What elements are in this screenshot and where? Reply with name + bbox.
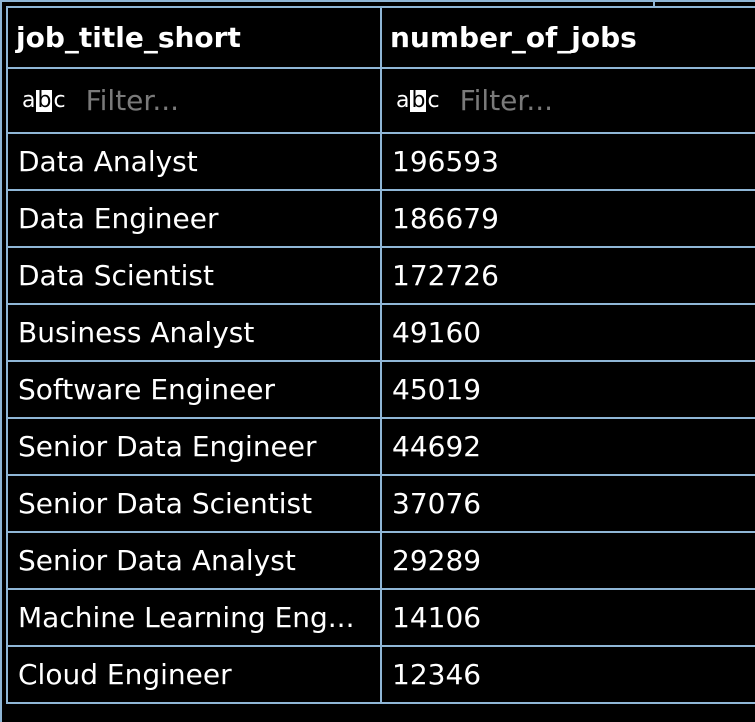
cell-job-title-short[interactable]: Data Scientist — [6, 246, 382, 305]
cell-number-of-jobs[interactable]: 44692 — [380, 417, 755, 476]
cell-job-title-short[interactable]: Software Engineer — [6, 360, 382, 419]
cell-job-title-short[interactable]: Business Analyst — [6, 303, 382, 362]
cell-number-of-jobs[interactable]: 12346 — [380, 645, 755, 704]
grid-outer-border-top — [0, 0, 755, 2]
cell-number-of-jobs[interactable]: 45019 — [380, 360, 755, 419]
table-row[interactable]: Machine Learning Eng... 14106 — [6, 588, 755, 647]
filter-input-job-title-short[interactable] — [85, 84, 346, 117]
column-header-number-of-jobs[interactable]: number_of_jobs — [380, 6, 755, 69]
cell-number-of-jobs[interactable]: 37076 — [380, 474, 755, 533]
cell-number-of-jobs[interactable]: 196593 — [380, 132, 755, 191]
cell-number-of-jobs[interactable]: 172726 — [380, 246, 755, 305]
cell-number-of-jobs[interactable]: 14106 — [380, 588, 755, 647]
cell-number-of-jobs[interactable]: 29289 — [380, 531, 755, 590]
cell-job-title-short[interactable]: Senior Data Engineer — [6, 417, 382, 476]
cell-number-of-jobs[interactable]: 49160 — [380, 303, 755, 362]
header-row: job_title_short number_of_jobs — [6, 6, 755, 69]
table-row[interactable]: Senior Data Scientist 37076 — [6, 474, 755, 533]
table-row[interactable]: Senior Data Analyst 29289 — [6, 531, 755, 590]
grid-column-divider-tick — [653, 0, 655, 6]
filter-row: abc abc — [6, 67, 755, 134]
cell-job-title-short[interactable]: Senior Data Scientist — [6, 474, 382, 533]
table-row[interactable]: Data Analyst 196593 — [6, 132, 755, 191]
cell-job-title-short[interactable]: Machine Learning Eng... — [6, 588, 382, 647]
cell-job-title-short[interactable]: Senior Data Analyst — [6, 531, 382, 590]
table-row[interactable]: Data Engineer 186679 — [6, 189, 755, 248]
cell-job-title-short[interactable]: Data Analyst — [6, 132, 382, 191]
table-row[interactable]: Data Scientist 172726 — [6, 246, 755, 305]
table-row[interactable]: Business Analyst 49160 — [6, 303, 755, 362]
cell-number-of-jobs[interactable]: 186679 — [380, 189, 755, 248]
table-row[interactable]: Software Engineer 45019 — [6, 360, 755, 419]
table-row[interactable]: Senior Data Engineer 44692 — [6, 417, 755, 476]
results-grid: job_title_short number_of_jobs abc abc D… — [6, 6, 755, 704]
filter-input-number-of-jobs[interactable] — [459, 84, 720, 117]
grid-body: Data Analyst 196593 Data Engineer 186679 Dat… — [6, 132, 755, 704]
table-row[interactable]: Cloud Engineer 12346 — [6, 645, 755, 704]
cell-job-title-short[interactable]: Data Engineer — [6, 189, 382, 248]
grid-outer-border-left — [0, 0, 2, 722]
column-header-job-title-short[interactable]: job_title_short — [6, 6, 382, 69]
cell-job-title-short[interactable]: Cloud Engineer — [6, 645, 382, 704]
